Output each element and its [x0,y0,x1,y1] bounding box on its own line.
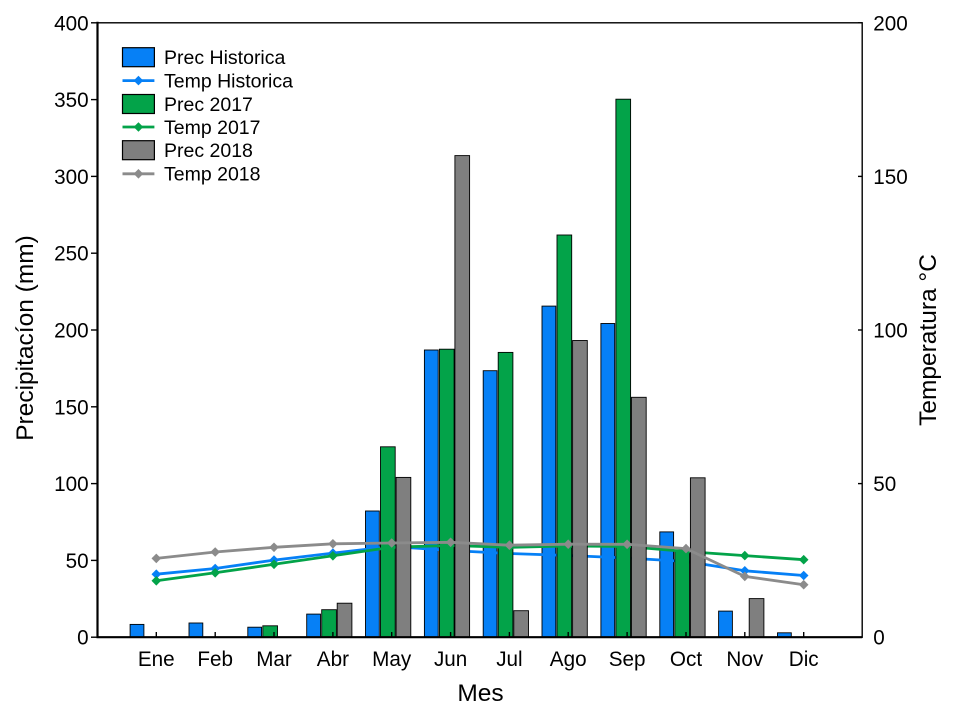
svg-text:Prec 2018: Prec 2018 [164,140,253,162]
svg-text:400: 400 [54,11,89,35]
svg-text:Ene: Ene [138,647,175,671]
svg-text:Oct: Oct [670,647,702,671]
svg-text:50: 50 [66,549,89,573]
svg-text:Feb: Feb [197,647,233,671]
svg-text:Abr: Abr [317,647,349,671]
svg-text:Temp 2017: Temp 2017 [164,117,260,139]
svg-text:Prec Historica: Prec Historica [164,47,286,69]
svg-text:200: 200 [873,11,908,35]
svg-text:Temp 2018: Temp 2018 [164,164,260,186]
svg-text:300: 300 [54,165,89,189]
svg-text:250: 250 [54,242,89,266]
svg-text:Dic: Dic [789,647,819,671]
svg-text:350: 350 [54,88,89,112]
svg-text:Mar: Mar [256,647,292,671]
svg-text:Sep: Sep [609,647,646,671]
svg-text:150: 150 [873,165,908,189]
svg-text:Temperatura °C: Temperatura °C [915,254,942,426]
svg-text:Jun: Jun [434,647,467,671]
svg-text:Jul: Jul [496,647,522,671]
svg-text:150: 150 [54,395,89,419]
svg-text:0: 0 [873,626,885,650]
svg-text:200: 200 [54,319,89,343]
svg-text:Mes: Mes [457,680,503,707]
svg-text:Precipitacíon (mm): Precipitacíon (mm) [12,235,39,441]
svg-text:Ago: Ago [550,647,587,671]
svg-text:50: 50 [873,472,896,496]
svg-text:Temp Historica: Temp Historica [164,70,293,92]
svg-text:100: 100 [873,319,908,343]
svg-text:May: May [372,647,411,671]
svg-text:Nov: Nov [726,647,763,671]
svg-text:0: 0 [77,626,89,650]
svg-text:Prec 2017: Prec 2017 [164,94,253,116]
svg-text:100: 100 [54,472,89,496]
